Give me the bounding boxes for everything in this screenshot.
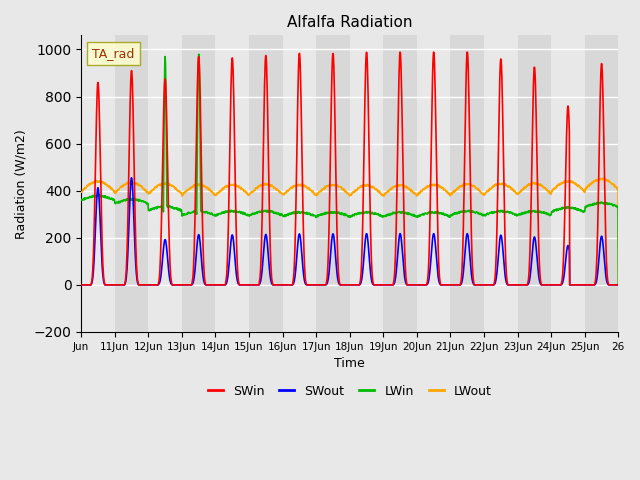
LWout <box>614 282 622 288</box>
SWout <box>614 282 622 288</box>
LWin <box>556 205 563 211</box>
SWin <box>556 282 563 288</box>
LWin <box>326 209 333 215</box>
SWout <box>326 263 333 269</box>
LWout <box>326 182 333 188</box>
LWout <box>599 175 607 181</box>
LWout <box>555 181 563 187</box>
SWout <box>336 282 344 288</box>
Bar <box>148 36 182 332</box>
SWin <box>477 282 484 288</box>
LWin <box>161 54 169 60</box>
Bar <box>551 36 585 332</box>
Line: LWin: LWin <box>81 54 618 285</box>
LWout <box>608 180 616 186</box>
SWin <box>608 282 616 288</box>
SWin <box>335 279 343 285</box>
SWout <box>128 175 136 180</box>
SWin <box>161 76 169 82</box>
LWin <box>477 210 484 216</box>
LWout <box>476 189 484 194</box>
Bar <box>484 36 518 332</box>
LWin <box>608 202 616 207</box>
SWin <box>77 282 85 288</box>
SWout <box>556 282 563 288</box>
LWout <box>77 189 85 195</box>
Bar <box>618 36 640 332</box>
Bar <box>81 36 115 332</box>
Line: SWin: SWin <box>81 52 618 285</box>
SWin <box>326 214 333 219</box>
Bar <box>283 36 316 332</box>
Line: LWout: LWout <box>81 178 618 285</box>
LWout <box>161 181 169 187</box>
LWout <box>335 184 343 190</box>
SWout <box>77 282 85 288</box>
LWin <box>77 197 85 203</box>
SWout <box>608 282 616 288</box>
SWout <box>162 237 170 243</box>
Title: Alfalfa Radiation: Alfalfa Radiation <box>287 15 413 30</box>
X-axis label: Time: Time <box>334 357 365 370</box>
LWin <box>195 51 203 57</box>
Bar <box>350 36 383 332</box>
Line: SWout: SWout <box>81 178 618 285</box>
SWin <box>614 282 622 288</box>
Bar <box>216 36 249 332</box>
Legend: SWin, SWout, LWin, LWout: SWin, SWout, LWin, LWout <box>203 380 497 403</box>
SWin <box>463 49 471 55</box>
Y-axis label: Radiation (W/m2): Radiation (W/m2) <box>15 129 28 239</box>
LWin <box>336 211 344 217</box>
LWin <box>614 282 622 288</box>
Bar <box>417 36 451 332</box>
SWout <box>477 282 484 288</box>
